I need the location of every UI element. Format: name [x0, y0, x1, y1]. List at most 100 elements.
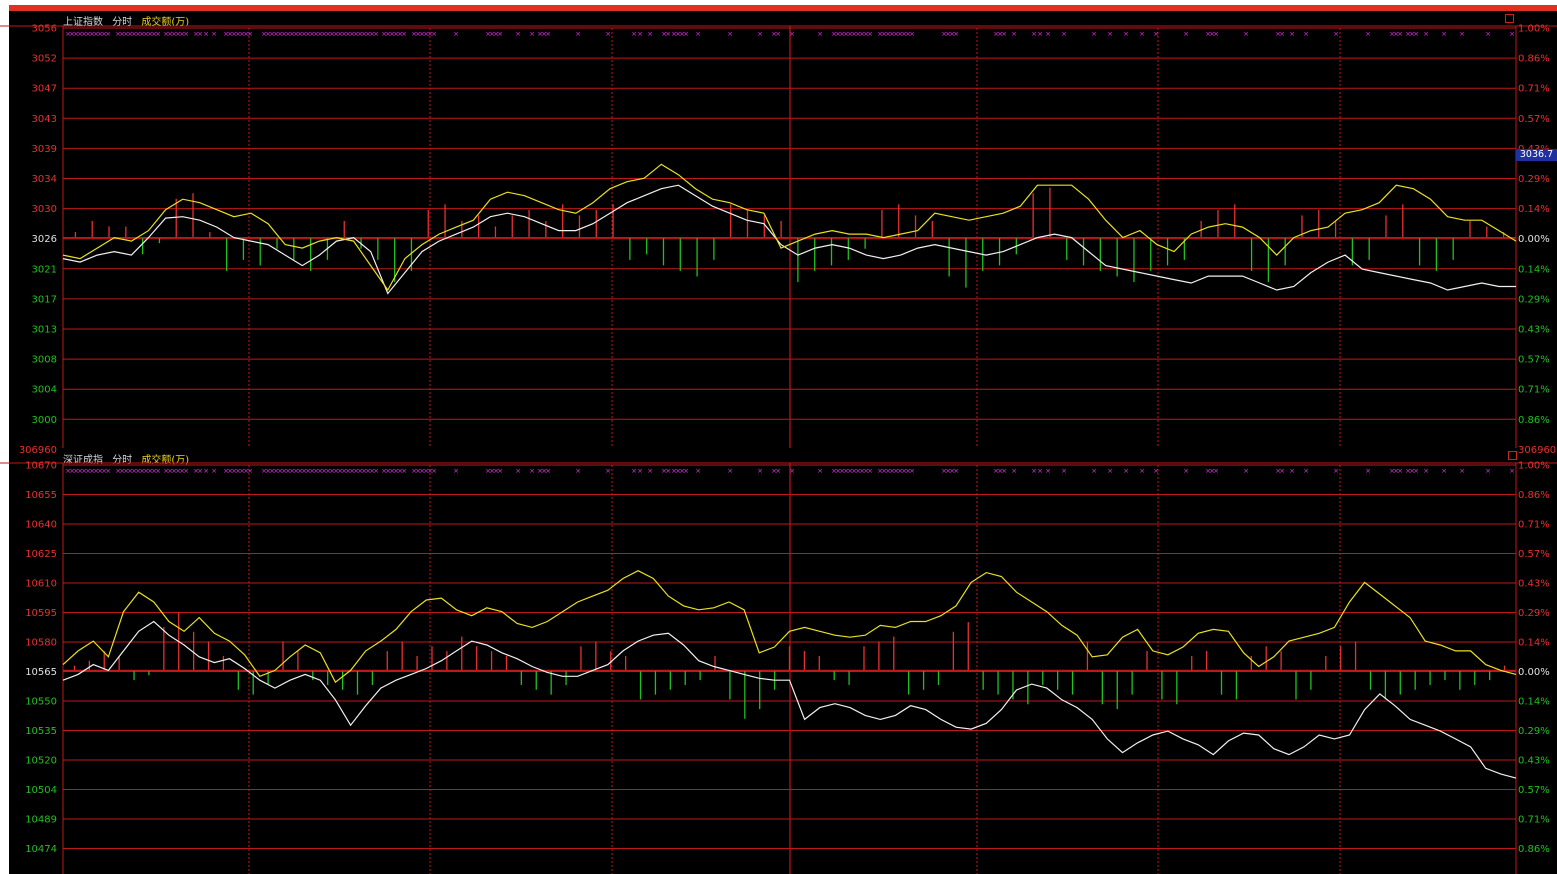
signal-marker: × [605, 467, 611, 475]
signal-marker: × [679, 30, 685, 38]
signal-marker: × [831, 467, 837, 475]
signal-marker: × [1303, 30, 1309, 38]
bottom-mode-label[interactable]: 分时 [112, 455, 133, 466]
signal-marker: × [1409, 30, 1415, 38]
y-tick-label-left: 3034 [32, 174, 57, 185]
signal-marker: × [301, 30, 307, 38]
signal-marker: × [69, 30, 75, 38]
signal-marker: × [683, 467, 689, 475]
signal-marker: × [1365, 30, 1371, 38]
signal-marker: × [231, 30, 237, 38]
y-tick-label-left: 10655 [25, 490, 57, 501]
signal-marker: × [273, 30, 279, 38]
y-tick-label-right: 0.14% [1518, 697, 1550, 708]
average-price-line [62, 163, 1517, 292]
signal-marker: × [771, 30, 777, 38]
signal-marker: × [631, 30, 637, 38]
y-tick-label-left: 10535 [25, 726, 57, 737]
signal-marker: × [89, 30, 95, 38]
signal-marker: × [1409, 467, 1415, 475]
signal-marker: × [329, 30, 335, 38]
signal-marker: × [1275, 467, 1281, 475]
signal-marker: × [537, 467, 543, 475]
signal-marker: × [135, 30, 141, 38]
y-tick-label-left: 3000 [32, 415, 57, 426]
signal-marker: × [203, 30, 209, 38]
signal-marker: × [97, 467, 103, 475]
signal-marker: × [529, 467, 535, 475]
signal-marker: × [373, 467, 379, 475]
signal-marker: × [341, 30, 347, 38]
signal-marker: × [661, 467, 667, 475]
signal-marker: × [671, 467, 677, 475]
signal-marker: × [419, 30, 425, 38]
signal-marker: × [357, 467, 363, 475]
signal-marker: × [1405, 30, 1411, 38]
bottom-index-name[interactable]: 深证成指 [63, 455, 103, 466]
signal-marker: × [1485, 467, 1491, 475]
signal-marker: × [901, 467, 907, 475]
signal-marker: × [401, 467, 407, 475]
signal-marker: × [909, 30, 915, 38]
signal-marker: × [885, 30, 891, 38]
y-tick-label-right: 0.29% [1518, 608, 1550, 619]
signal-marker: × [353, 467, 359, 475]
signal-marker: × [839, 30, 845, 38]
signal-marker: × [1389, 467, 1395, 475]
signal-marker: × [575, 467, 581, 475]
y-tick-label-left: 3056 [32, 24, 57, 35]
y-tick-label-right: 0.71% [1518, 815, 1550, 826]
signal-marker: × [349, 467, 355, 475]
signal-marker: × [167, 30, 173, 38]
top-index-name[interactable]: 上证指数 [63, 17, 103, 28]
signal-marker: × [877, 30, 883, 38]
signal-marker: × [1393, 467, 1399, 475]
signal-marker: × [77, 467, 83, 475]
y-tick-label-left: 3030 [32, 204, 57, 215]
signal-marker: × [197, 467, 203, 475]
top-panel-maximize-icon[interactable] [1505, 14, 1514, 23]
signal-marker: × [1333, 467, 1339, 475]
signal-marker: × [285, 467, 291, 475]
bottom-volume-label[interactable]: 成交额(万) [141, 455, 190, 466]
signal-marker: × [381, 467, 387, 475]
signal-marker: × [1333, 30, 1339, 38]
signal-marker: × [1153, 30, 1159, 38]
signal-marker: × [333, 30, 339, 38]
signal-marker: × [1459, 30, 1465, 38]
index-price-line [62, 620, 1517, 779]
signal-marker: × [1123, 30, 1129, 38]
signal-marker: × [289, 30, 295, 38]
signal-marker: × [203, 467, 209, 475]
signal-marker: × [665, 30, 671, 38]
signal-marker: × [1243, 467, 1249, 475]
signal-marker: × [695, 467, 701, 475]
signal-marker: × [171, 30, 177, 38]
signal-marker: × [867, 30, 873, 38]
signal-marker: × [1091, 30, 1097, 38]
y-tick-label-left: 3043 [32, 114, 57, 125]
signal-marker: × [269, 30, 275, 38]
bottom-panel-maximize-icon[interactable] [1508, 451, 1517, 460]
signal-marker: × [65, 30, 71, 38]
signal-marker: × [183, 30, 189, 38]
signal-marker: × [1485, 30, 1491, 38]
signal-marker: × [411, 467, 417, 475]
signal-marker: × [415, 467, 421, 475]
signal-marker: × [135, 467, 141, 475]
signal-marker: × [877, 467, 883, 475]
signal-marker: × [373, 30, 379, 38]
signal-marker: × [997, 30, 1003, 38]
signal-marker: × [243, 30, 249, 38]
y-tick-label-right: 0.00% [1518, 234, 1550, 245]
y-tick-label-left: 10550 [25, 697, 57, 708]
signal-marker: × [1413, 467, 1419, 475]
signal-marker: × [427, 30, 433, 38]
top-mode-label[interactable]: 分时 [112, 17, 133, 28]
signal-marker: × [243, 467, 249, 475]
signal-marker: × [1389, 30, 1395, 38]
signal-marker: × [1289, 30, 1295, 38]
top-volume-label[interactable]: 成交额(万) [141, 17, 190, 28]
signal-marker: × [851, 467, 857, 475]
